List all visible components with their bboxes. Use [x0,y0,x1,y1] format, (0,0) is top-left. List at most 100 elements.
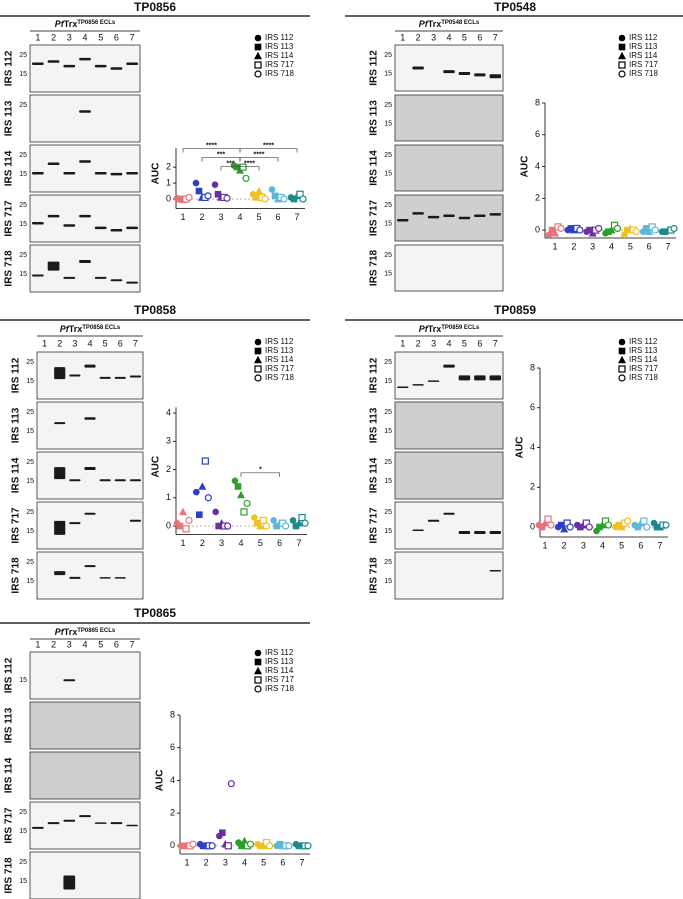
x-tick-label: 7 [294,212,299,222]
blot-band [84,512,96,515]
lane-label: 6 [477,32,482,42]
legend-marker [254,658,262,666]
legend-label: IRS 112 [629,337,658,346]
lane-label: 1 [35,639,40,649]
data-point [595,224,603,233]
blot-band [427,380,440,382]
legend-marker [618,34,626,42]
lane-label: 6 [114,32,119,42]
blot-band [126,171,138,175]
legend-label: IRS 717 [629,60,658,69]
lane-label: 5 [98,32,103,42]
mw-marker: 25 [26,409,34,416]
legend-label: IRS 114 [265,51,294,60]
data-point [193,488,200,496]
mw-marker: 15 [19,171,27,178]
legend-marker [254,347,262,355]
lane-label: 2 [51,639,56,649]
row-label: IRS 718 [369,557,380,594]
mw-marker: 25 [384,202,392,209]
blot-band [54,422,66,425]
data-point [643,523,651,531]
x-tick-label: 4 [609,241,614,251]
lane-label: 5 [98,639,103,649]
blot-band [412,66,424,70]
x-tick-label: 1 [180,212,185,222]
blot-band [489,213,501,216]
header-italic: Pf [60,324,70,334]
data-point [204,192,212,200]
blot-band [94,226,107,230]
blot-band [32,171,44,175]
data-point [254,186,264,195]
mw-marker: 15 [384,578,392,585]
data-point [240,508,248,516]
row-label: IRS 113 [4,100,15,136]
blot-band [110,67,123,70]
legend-label: IRS 717 [629,364,658,373]
legend-marker [254,34,262,42]
y-tick-label: 4 [530,442,535,452]
legend-label: IRS 718 [629,69,658,78]
blot-band [412,212,424,215]
x-tick-label: 3 [219,538,224,548]
x-tick-label: 2 [204,857,209,867]
y-tick-label: 4 [535,161,540,171]
data-point [634,523,642,531]
blot-band [114,376,126,379]
lane-label: 4 [82,32,87,42]
data-point [607,225,616,234]
blot-image [29,751,141,800]
legend-label: IRS 113 [265,42,294,51]
data-point [538,523,546,531]
blot-band [79,259,91,263]
blot-band [129,519,141,522]
data-point [604,521,613,529]
data-point [585,523,593,531]
legend-label: IRS 113 [265,346,294,355]
row-label: IRS 113 [4,707,15,743]
data-point [259,516,267,524]
blot-image [29,194,141,243]
data-point [256,521,265,530]
data-point [544,515,552,523]
significance-bracket [239,166,260,171]
legend-label: IRS 717 [265,60,294,69]
header-sup: TP0859 ECLs [441,325,480,331]
panel-title: TP0865 [134,606,176,620]
legend-label: IRS 112 [265,648,294,657]
header-sup: TP0856 ECLs [77,20,116,26]
blot-image [394,44,504,92]
legend-label: IRS 114 [629,355,658,364]
blot-band [474,375,486,381]
blot-band [126,62,138,66]
x-tick-label: 5 [261,857,266,867]
lane-label: 4 [446,338,451,348]
blot-header: PfTrxTP0858 ECLs [60,324,121,334]
blot-band [489,375,501,381]
x-tick-label: 2 [199,212,204,222]
blot-image [29,144,141,193]
blot-band [69,522,81,525]
mw-marker: 25 [26,559,34,566]
y-tick-label: 6 [170,742,175,752]
blot-image [36,401,144,450]
significance-label: **** [206,142,217,149]
x-tick-label: 5 [628,241,633,251]
legend-marker [254,365,262,373]
y-axis-label: AUC [520,156,531,178]
legend-marker [254,61,262,69]
legend-label: IRS 718 [265,684,294,693]
legend-label: IRS 112 [265,33,294,42]
x-tick-label: 5 [256,212,261,222]
mw-marker: 25 [26,359,34,366]
blot-band [63,276,76,279]
legend-marker [618,338,626,346]
y-tick-label: 8 [170,709,175,719]
row-label: IRS 718 [11,557,22,594]
mw-marker: 15 [384,70,392,77]
data-point [550,229,560,237]
blot-band [63,224,76,227]
legend-label: IRS 718 [629,373,658,382]
